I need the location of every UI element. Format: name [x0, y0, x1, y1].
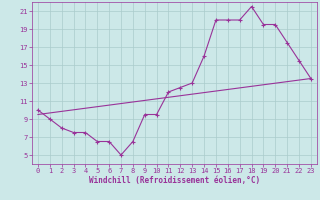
X-axis label: Windchill (Refroidissement éolien,°C): Windchill (Refroidissement éolien,°C) [89, 176, 260, 185]
